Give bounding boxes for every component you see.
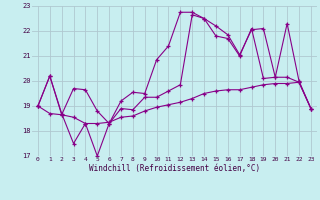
X-axis label: Windchill (Refroidissement éolien,°C): Windchill (Refroidissement éolien,°C): [89, 164, 260, 173]
